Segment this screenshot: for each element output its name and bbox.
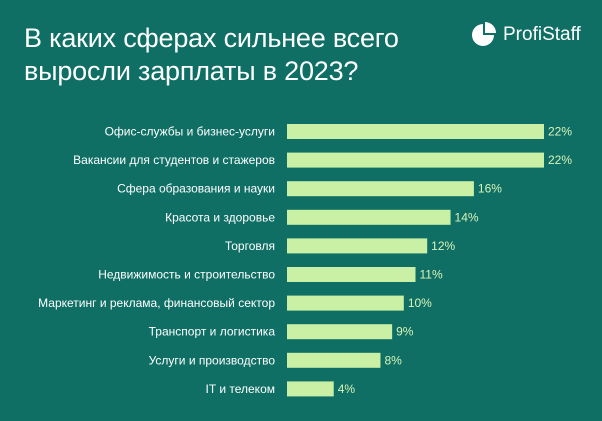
bar (287, 209, 451, 225)
category-label: Транспорт и логистика (149, 325, 276, 339)
value-label: 16% (478, 182, 502, 196)
chart-title-line-2: выросли зарплаты в 2023? (24, 56, 359, 86)
bar (287, 381, 334, 397)
bar (287, 124, 544, 139)
value-label: 4% (338, 382, 356, 396)
brand-name: ProfiStaff (503, 24, 581, 45)
value-label: 11% (420, 268, 443, 282)
category-label: Торговля (225, 239, 275, 253)
value-label: 9% (396, 325, 414, 339)
category-label: Маркетинг и реклама, финансовый сектор (38, 296, 275, 310)
category-label: Недвижимость и строительство (98, 268, 275, 282)
category-label: IT и телеком (206, 382, 275, 396)
bar (287, 352, 381, 368)
category-label: Офис-службы и бизнес-услуги (105, 125, 275, 139)
value-label: 12% (431, 239, 455, 253)
value-label: 8% (384, 353, 402, 367)
chart-title-line-1: В каких сферах сильнее всего (24, 23, 399, 53)
value-label: 10% (408, 296, 432, 310)
brand-logo: ProfiStaff (470, 22, 581, 48)
bar (287, 324, 393, 340)
bar (287, 152, 544, 168)
value-label: 22% (548, 125, 572, 139)
chart-title: В каких сферах сильнее всего выросли зар… (24, 22, 444, 88)
category-label: Услуги и производство (149, 353, 276, 367)
value-label: 22% (548, 153, 572, 167)
category-label: Вакансии для студентов и стажеров (73, 153, 275, 167)
bar (287, 295, 404, 311)
bar (287, 267, 416, 282)
bar (287, 181, 474, 197)
value-label: 14% (455, 210, 479, 224)
pie-chart-icon (472, 22, 496, 46)
bar (287, 238, 428, 254)
category-label: Сфера образования и науки (117, 182, 275, 196)
category-label: Красота и здоровье (165, 210, 275, 224)
